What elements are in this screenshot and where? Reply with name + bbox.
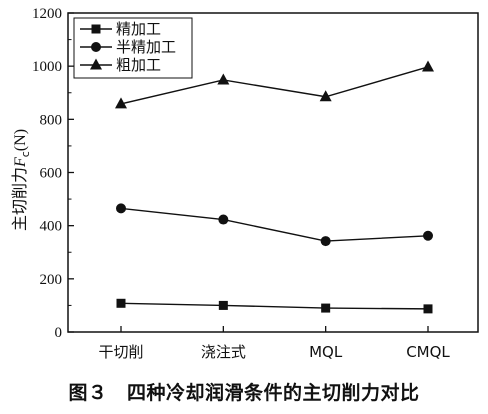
legend-label: 半精加工 — [116, 38, 176, 56]
series-circle — [116, 203, 433, 247]
y-tick-label: 800 — [40, 112, 63, 128]
y-tick-label: 0 — [55, 325, 63, 341]
data-point-triangle — [319, 90, 332, 102]
series-square — [116, 298, 433, 314]
data-point-circle — [320, 236, 331, 247]
y-axis-title-unit: (N) — [12, 129, 29, 151]
axes — [67, 12, 479, 333]
y-tick-labels: 0 200 400 600 800 1000 1200 — [32, 6, 62, 341]
y-axis-title-symbol: F — [12, 157, 29, 168]
y-tick-label: 600 — [40, 166, 63, 182]
series-layer — [115, 60, 434, 314]
y-axis-title-subscript: c — [19, 151, 32, 157]
data-point-triangle — [115, 97, 127, 109]
chart: 0 200 400 600 800 1000 1200 干切削 浇注式 MQL CMQL 精加工半… — [10, 6, 479, 361]
y-tick-label: 200 — [40, 272, 63, 288]
data-point-circle — [218, 214, 229, 225]
data-point-triangle — [90, 58, 102, 70]
series-line — [120, 66, 429, 105]
legend-label: 精加工 — [116, 20, 161, 38]
y-axis-title: 主切削力Fc(N) — [10, 129, 32, 231]
series-triangle — [115, 60, 434, 109]
x-tick-label: 浇注式 — [201, 343, 246, 361]
data-point-circle — [116, 203, 126, 214]
data-point-circle — [423, 230, 433, 241]
data-point-square — [321, 303, 331, 313]
x-tick-label: 干切削 — [98, 343, 143, 361]
x-tick-label: MQL — [309, 343, 343, 361]
y-axis-title-text: 主切削力 — [10, 167, 29, 231]
data-point-square — [116, 298, 126, 308]
y-tick-label: 1200 — [32, 6, 62, 22]
y-tick-label: 400 — [40, 219, 63, 235]
data-point-square — [423, 304, 433, 314]
x-tick-labels: 干切削 浇注式 MQL CMQL — [98, 343, 450, 361]
legend-label: 粗加工 — [116, 56, 161, 74]
data-point-circle — [91, 42, 101, 52]
data-point-triangle — [422, 60, 434, 72]
series-line — [120, 207, 429, 242]
x-tick-label: CMQL — [406, 343, 450, 361]
figure-caption: 图３ 四种冷却润滑条件的主切削力对比 — [68, 382, 420, 404]
series-line — [120, 302, 429, 310]
data-point-triangle — [217, 73, 230, 85]
y-tick-label: 1000 — [32, 59, 62, 75]
data-point-square — [218, 300, 228, 310]
data-point-square — [91, 24, 101, 34]
